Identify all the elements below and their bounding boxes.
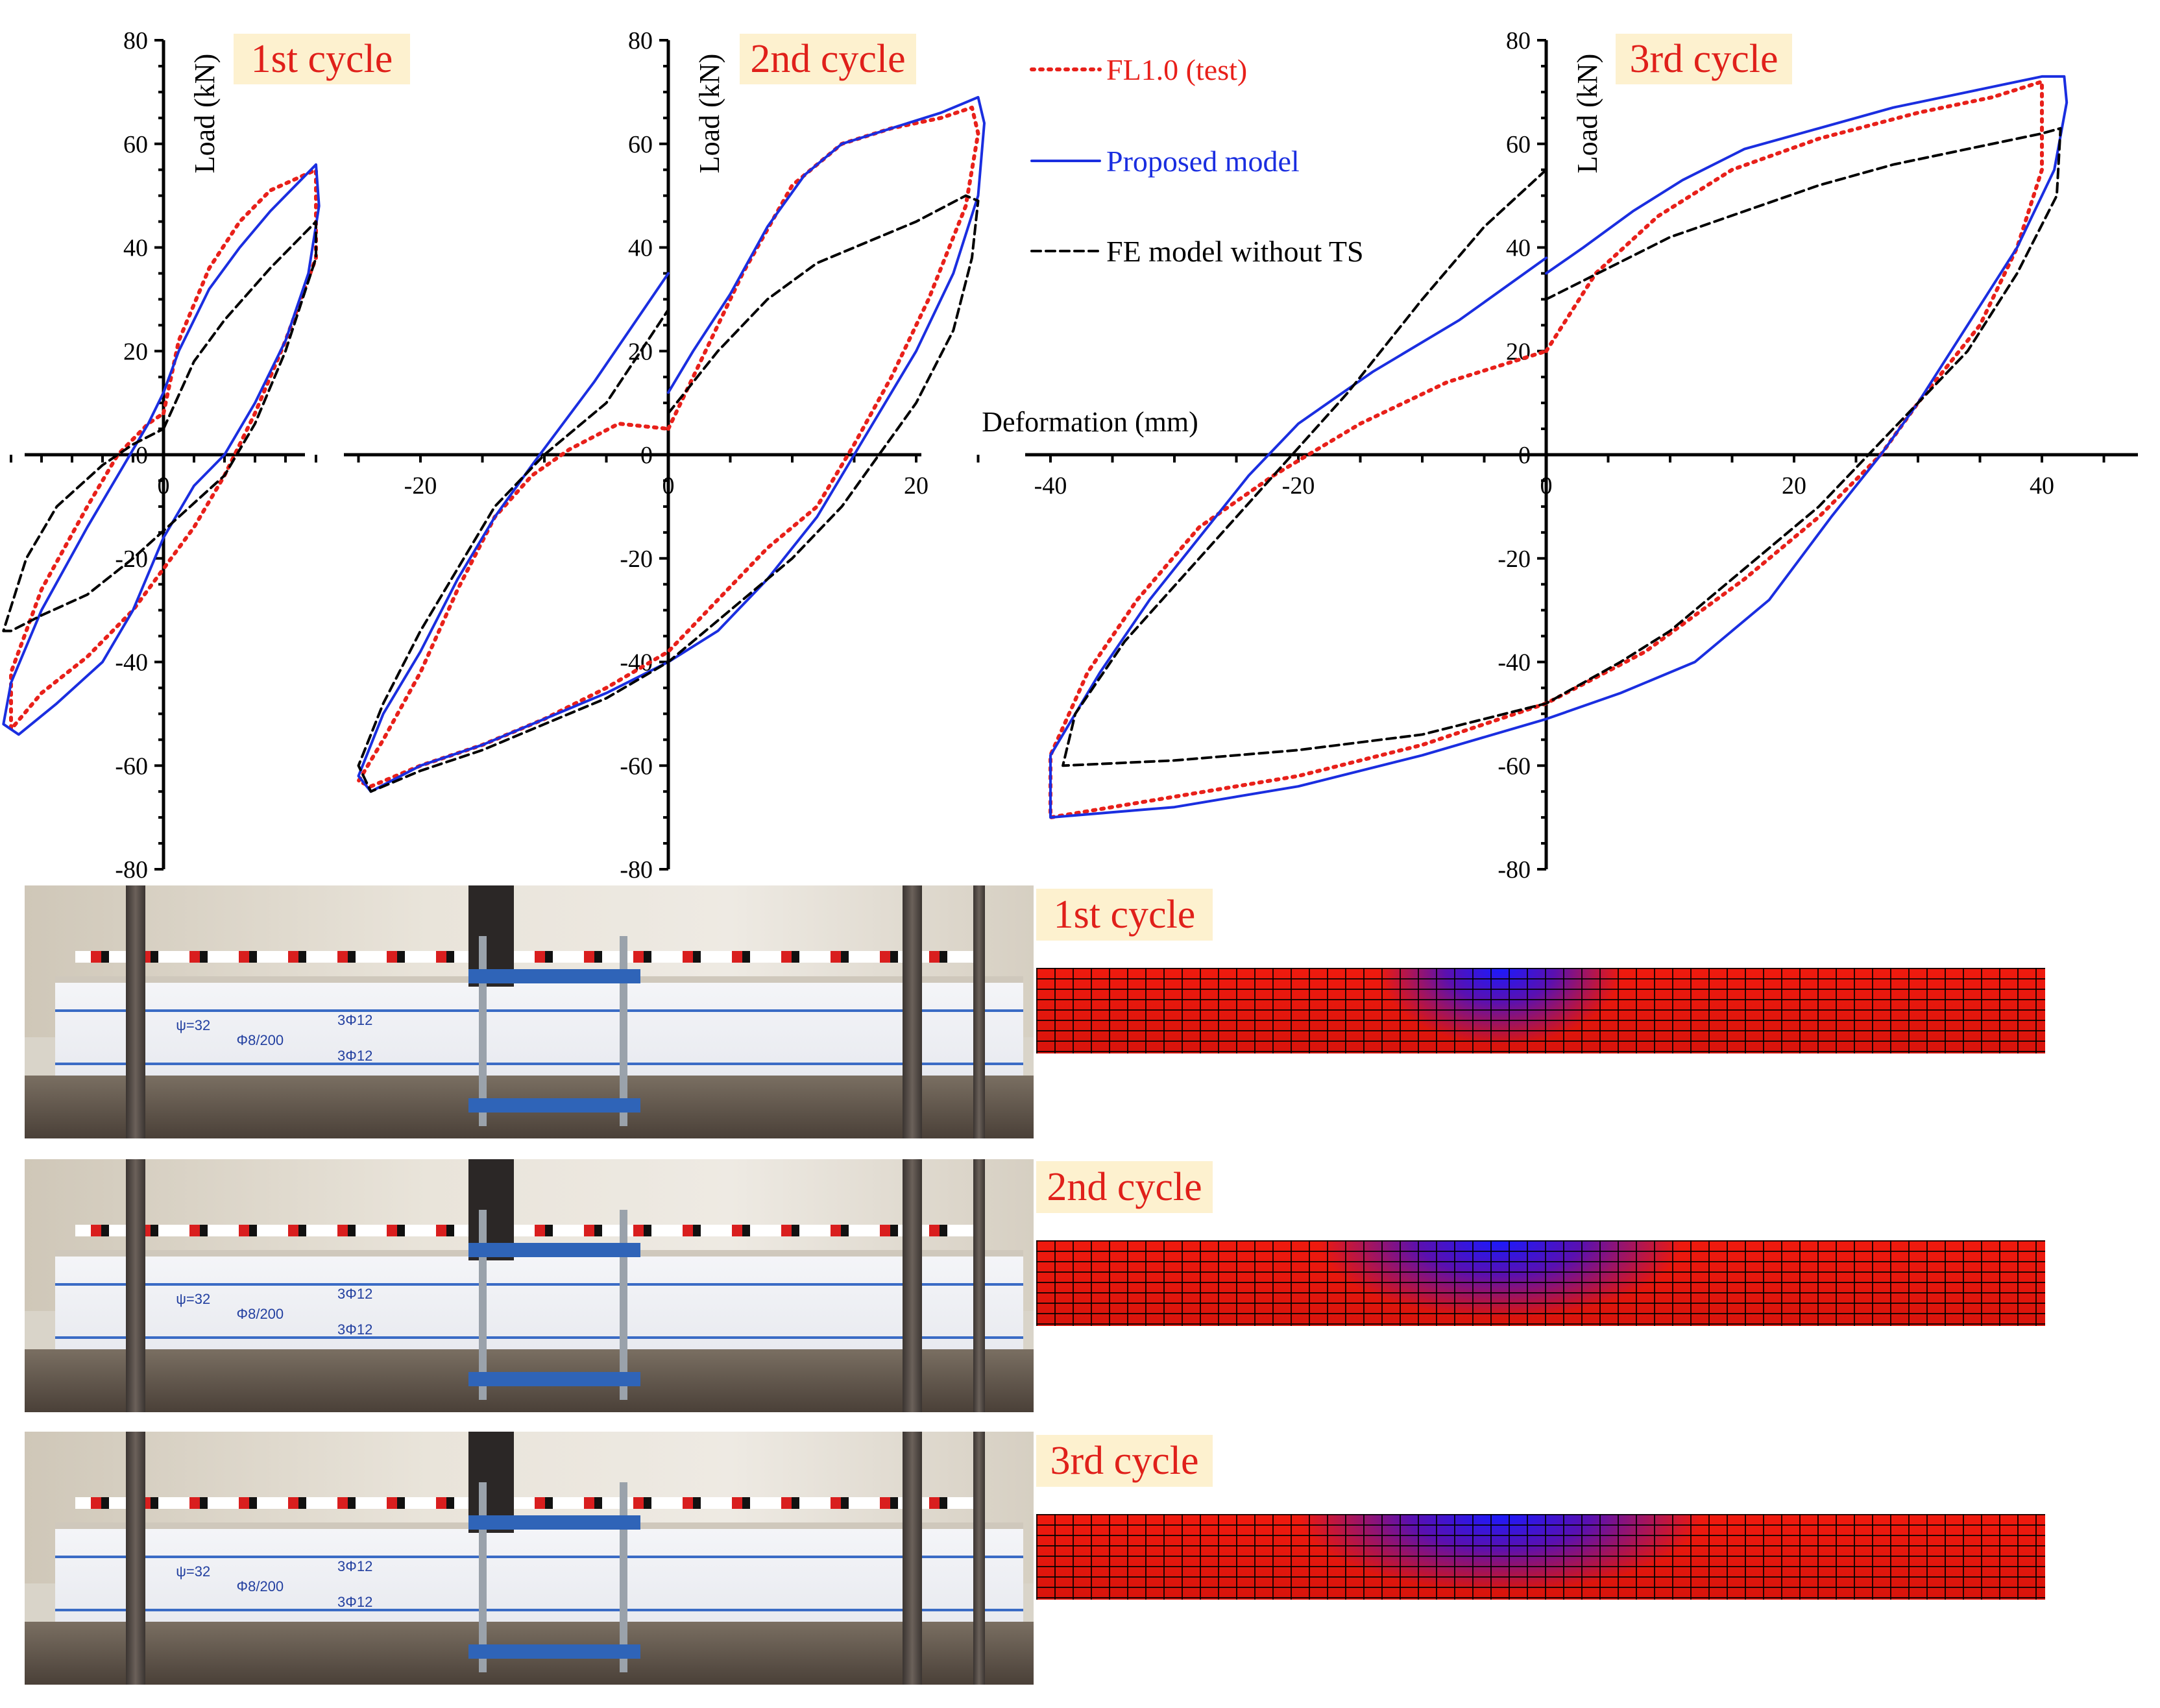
y-tick-label: 40 — [123, 235, 148, 262]
series-proposed-model-line — [1049, 75, 2069, 819]
y-axis-label: Load (kN) — [1571, 54, 1603, 174]
x-tick-label: -40 — [1034, 472, 1067, 499]
series-fe-model-without-ts-line — [2, 220, 317, 632]
cycle-label-box — [234, 34, 410, 84]
y-tick-label: -60 — [1498, 752, 1531, 780]
x-tick-label: 40 — [2030, 472, 2054, 499]
cycle-label: 3rd cycle — [1630, 37, 1778, 81]
axes-layer: -80 -60 -40 -20 0 20 40 60 80 0 Load (kN) -80 -60 -40… — [10, 27, 2138, 884]
x-tick-label: -20 — [404, 472, 437, 499]
photo-annotation: ψ=32 — [176, 1563, 211, 1580]
y-tick-label: -60 — [115, 752, 148, 780]
series-proposed-model-line — [357, 95, 986, 793]
photo-annotation: 3Φ12 — [337, 1593, 373, 1610]
y-tick-label: 80 — [628, 27, 653, 54]
y-tick-label: 0 — [136, 442, 148, 469]
y-tick-label: 40 — [1506, 235, 1531, 262]
cycle-label: 1st cycle — [251, 37, 393, 81]
cycle-label-box — [1616, 34, 1792, 84]
y-tick-label: -20 — [1498, 546, 1531, 573]
y-tick-label: -60 — [620, 752, 653, 780]
y-tick-label: 40 — [628, 235, 653, 262]
y-tick-label: 20 — [123, 338, 148, 365]
y-tick-label: 0 — [640, 442, 653, 469]
photo-annotation: ψ=32 — [176, 1016, 211, 1033]
y-tick-label: -80 — [620, 856, 653, 884]
y-tick-label: 60 — [123, 131, 148, 158]
y-axis-label: Load (kN) — [189, 54, 221, 174]
photo-annotation: ψ=32 — [176, 1290, 211, 1307]
x-tick-label: 20 — [904, 472, 928, 499]
photo-annotation: Φ8/200 — [236, 1578, 284, 1595]
legend: FL1.0 (test) Proposed model FE model witho… — [1030, 53, 1364, 268]
series-fe-model-without-ts-line — [357, 194, 980, 793]
x-tick-label: 0 — [662, 472, 675, 499]
x-tick-label: -20 — [1282, 472, 1315, 499]
fe-cycle-label: 3rd cycle — [1036, 1435, 1213, 1487]
photo-annotation: 3Φ12 — [337, 1558, 373, 1574]
series-fl1-0-test-line — [1049, 79, 2044, 820]
cycle-label-box — [740, 34, 916, 84]
beam-test-photo: ψ=32 Φ8/200 3Φ12 3Φ12 — [25, 1159, 1034, 1412]
beam-test-photo: ψ=32 Φ8/200 3Φ12 3Φ12 — [25, 885, 1034, 1138]
legend-label: FL1.0 (test) — [1106, 53, 1247, 86]
y-tick-label: 0 — [1518, 442, 1531, 469]
y-tick-label: -80 — [115, 856, 148, 884]
y-tick-label: 60 — [1506, 131, 1531, 158]
y-tick-label: -40 — [1498, 649, 1531, 677]
photo-annotation: 3Φ12 — [337, 1286, 373, 1302]
series-fe-model-without-ts-line — [1062, 126, 2062, 767]
beam-test-photo: ψ=32 Φ8/200 3Φ12 3Φ12 — [25, 1432, 1034, 1685]
series-layer — [2, 75, 2069, 820]
fe-cycle-label: 1st cycle — [1036, 889, 1213, 941]
cycle-labels: 1st cycle 2nd cycle 3rd cycle — [234, 34, 1792, 84]
y-tick-label: 20 — [628, 338, 653, 365]
photo-annotation: 3Φ12 — [337, 1321, 373, 1338]
y-tick-label: -20 — [620, 546, 653, 573]
series-proposed-model-line — [2, 163, 321, 736]
fe-cycle-label: 2nd cycle — [1036, 1161, 1213, 1213]
y-tick-label: 80 — [123, 27, 148, 54]
fe-stress-contour — [1036, 1240, 2045, 1326]
series-fl1-0-test-line — [9, 167, 318, 732]
x-tick-label: 0 — [1540, 472, 1553, 499]
photo-annotation: Φ8/200 — [236, 1032, 284, 1049]
photo-annotation: 3Φ12 — [337, 1047, 373, 1064]
y-tick-label: 80 — [1506, 27, 1531, 54]
fe-stress-contour — [1036, 1514, 2045, 1600]
legend-label: Proposed model — [1106, 145, 1300, 178]
photo-annotation: 3Φ12 — [337, 1012, 373, 1028]
x-tick-label: 20 — [1782, 472, 1806, 499]
legend-label: FE model without TS — [1106, 235, 1364, 268]
y-tick-label: -80 — [1498, 856, 1531, 884]
y-tick-label: 60 — [628, 131, 653, 158]
x-tick-label: 0 — [158, 472, 170, 499]
y-axis-label: Load (kN) — [694, 54, 725, 174]
fe-stress-contour — [1036, 968, 2045, 1053]
x-axis-label: Deformation (mm) — [982, 406, 1198, 438]
cycle-label: 2nd cycle — [750, 37, 905, 81]
photo-annotation: Φ8/200 — [236, 1306, 284, 1323]
y-tick-label: -40 — [115, 649, 148, 677]
